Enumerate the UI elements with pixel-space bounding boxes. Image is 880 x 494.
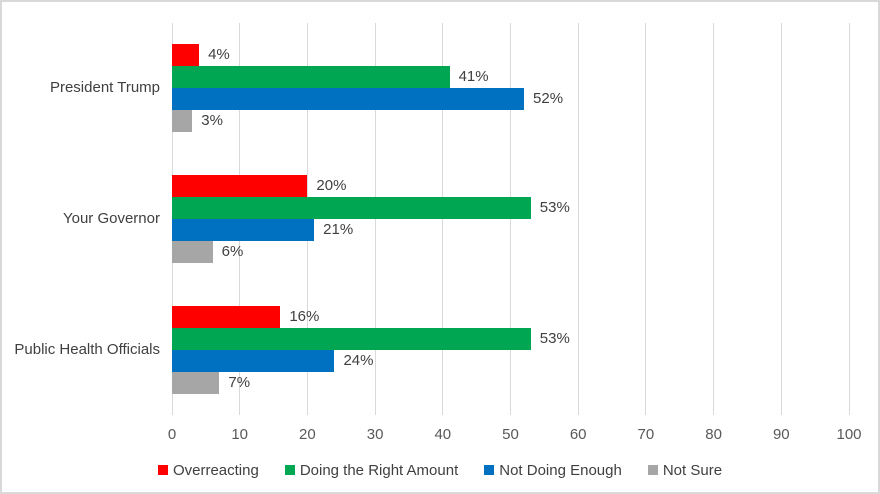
legend-label: Not Doing Enough <box>499 461 622 479</box>
bar-value-label: 6% <box>221 243 244 260</box>
x-axis-tick-label: 60 <box>569 426 587 443</box>
category-label: Public Health Officials <box>14 340 160 358</box>
x-axis-tick-label: 0 <box>167 426 177 443</box>
x-axis-tick-label: 50 <box>502 426 519 443</box>
gridline <box>577 23 579 415</box>
bar <box>172 305 281 328</box>
legend-label: Not Sure <box>662 461 723 479</box>
bar <box>172 197 531 219</box>
category-label: Your Governor <box>62 210 160 227</box>
bar-value-label: 16% <box>289 307 320 325</box>
bar <box>172 327 531 350</box>
gridline <box>713 23 715 415</box>
bar-value-label: 52% <box>533 90 564 108</box>
x-axis-tick-label: 30 <box>366 426 384 443</box>
bar <box>172 349 335 372</box>
bar <box>172 66 450 89</box>
bar-value-label: 53% <box>539 329 570 347</box>
legend-swatch <box>484 465 495 475</box>
gridline <box>645 23 647 415</box>
gridline <box>848 23 850 415</box>
legend-swatch <box>284 465 295 475</box>
legend-swatch <box>647 465 658 475</box>
bar <box>172 241 213 263</box>
x-axis-tick-label: 90 <box>772 426 790 443</box>
bar <box>172 219 315 241</box>
legend-item: Not Doing Enough <box>484 462 622 479</box>
legend-item: Doing the Right Amount <box>284 461 459 479</box>
x-axis-tick-label: 80 <box>705 426 722 443</box>
category-label: President Trump <box>49 79 160 97</box>
legend-label: Doing the Right Amount <box>299 461 459 479</box>
bar-value-label: 3% <box>201 112 223 130</box>
bar-value-label: 20% <box>316 177 347 194</box>
bar-value-label: 41% <box>458 68 489 86</box>
bar-value-label: 53% <box>539 199 570 216</box>
bar <box>172 371 220 394</box>
bar-value-label: 7% <box>228 373 251 391</box>
bar-value-label: 21% <box>323 221 354 238</box>
gridline <box>374 23 376 415</box>
gridline <box>442 23 444 415</box>
gridline <box>780 23 782 415</box>
bar <box>172 110 193 133</box>
bar-value-label: 4% <box>208 46 230 64</box>
bar-value-label: 24% <box>343 351 374 369</box>
x-axis-tick-label: 70 <box>637 426 655 443</box>
x-axis-tick-label: 40 <box>434 426 452 443</box>
legend-label: Overreacting <box>172 461 259 479</box>
bar <box>172 44 200 67</box>
x-axis-tick-label: 10 <box>231 426 249 443</box>
bar <box>172 175 308 197</box>
legend-item: Overreacting <box>157 461 259 479</box>
x-axis-tick-label: 100 <box>836 426 862 443</box>
bar <box>172 88 525 111</box>
legend: Overreacting Doing the Right Amount Not Do… <box>2 459 878 481</box>
gridline <box>510 23 511 415</box>
x-axis-tick-label: 20 <box>299 426 316 443</box>
legend-item: Not Sure <box>647 461 723 479</box>
legend-swatch <box>157 465 168 475</box>
